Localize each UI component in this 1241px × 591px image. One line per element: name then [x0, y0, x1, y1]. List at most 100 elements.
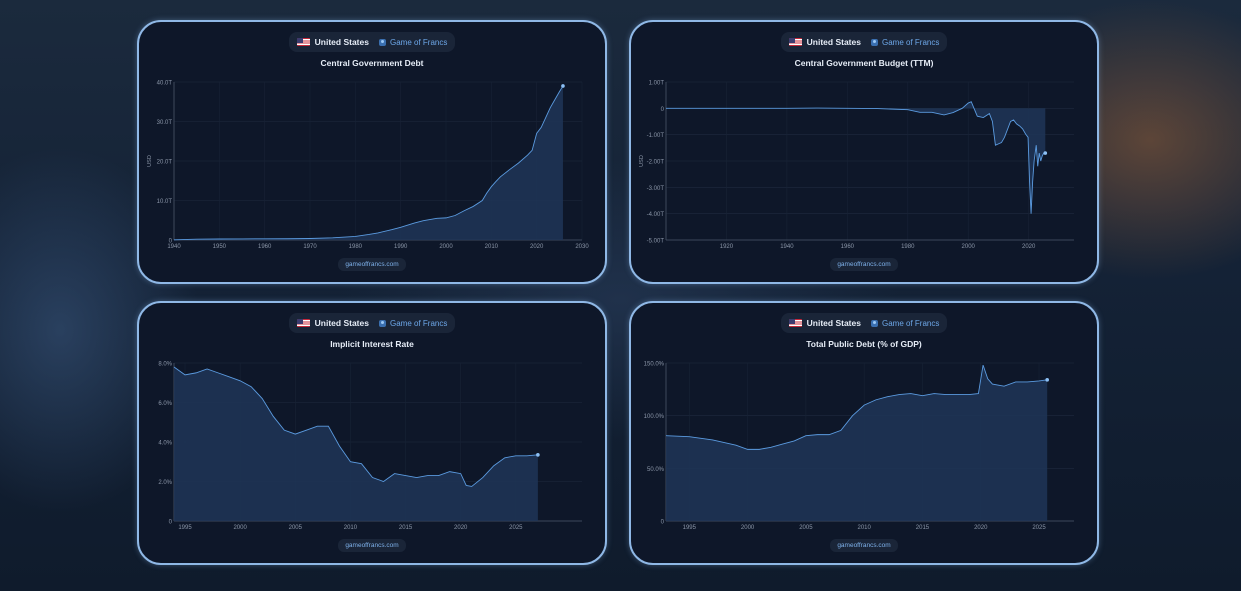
y-tick-label: 6.0% — [158, 401, 172, 407]
brand-label: Game of Francs — [389, 37, 448, 47]
chart-card-government-debt: United States Game of Francs Central Gov… — [137, 20, 607, 284]
last-point-marker[interactable] — [1045, 378, 1049, 382]
x-tick-label: 2000 — [233, 525, 247, 531]
x-tick-label: 2030 — [575, 244, 589, 250]
chart-title: Central Government Debt — [320, 58, 424, 68]
series-line — [665, 364, 1048, 450]
x-tick-label: 2015 — [399, 525, 413, 531]
brand-logo-icon — [870, 38, 878, 46]
country-selector[interactable]: United States — [788, 37, 861, 47]
brand-link[interactable]: Game of Francs — [870, 37, 940, 47]
y-tick-label: 30.0T — [157, 120, 173, 126]
x-tick-label: 2020 — [454, 525, 468, 531]
country-selector[interactable]: United States — [788, 318, 861, 328]
chart-card-government-budget: United States Game of Francs Central Gov… — [629, 20, 1099, 284]
x-tick-label: 1990 — [394, 244, 408, 250]
chart-card-interest-rate: United States Game of Francs Implicit In… — [137, 301, 607, 565]
y-tick-label: -2.00T — [647, 160, 665, 166]
footer-link[interactable]: gameoffrancs.com — [830, 539, 898, 552]
x-tick-label: 2025 — [1032, 525, 1046, 531]
y-tick-label: 1.00T — [649, 81, 665, 87]
last-point-marker[interactable] — [561, 84, 565, 88]
y-tick-label: 100.0% — [644, 414, 665, 420]
chart-plot: 1.00T 0 -1.00T -2.00T -3.00T -4.00T -5.00T 1920… — [639, 81, 1074, 250]
country-label: United States — [314, 37, 369, 47]
x-tick-label: 2005 — [289, 525, 303, 531]
brand-logo-icon — [378, 38, 386, 46]
chart-card-public-debt-gdp: United States Game of Francs Total Publi… — [629, 301, 1099, 565]
series-line — [173, 366, 538, 487]
y-tick-label: 0 — [661, 107, 665, 113]
country-selector[interactable]: United States — [296, 37, 369, 47]
x-tick-label: 1995 — [683, 525, 697, 531]
y-tick-label: 40.0T — [157, 81, 173, 87]
chart-plot: 0 10.0T 20.0T 30.0T 40.0T 1940 1950 1960 1970 198… — [147, 81, 589, 251]
y-tick-label: 0 — [661, 520, 665, 526]
brand-logo-icon — [378, 319, 386, 327]
series-area — [174, 366, 538, 521]
footer-link[interactable]: gameoffrancs.com — [338, 258, 406, 271]
source-pill[interactable]: United States Game of Francs — [780, 313, 948, 333]
x-tick-label: 2025 — [509, 525, 523, 531]
x-tick-label: 1995 — [178, 525, 192, 531]
x-tick-label: 2010 — [344, 525, 358, 531]
last-point-marker[interactable] — [1043, 151, 1048, 155]
x-tick-label: 2020 — [974, 525, 988, 531]
x-tick-label: 2000 — [741, 525, 755, 531]
footer-link[interactable]: gameoffrancs.com — [338, 539, 406, 552]
country-label: United States — [806, 318, 861, 328]
country-selector[interactable]: United States — [296, 318, 369, 328]
brand-label: Game of Francs — [881, 37, 940, 47]
y-tick-label: 20.0T — [157, 160, 173, 166]
x-tick-label: 2005 — [799, 525, 813, 531]
y-axis-label: USD — [147, 155, 153, 167]
us-flag-icon — [788, 38, 802, 46]
last-point-marker[interactable] — [536, 453, 540, 457]
source-pill[interactable]: United States Game of Francs — [288, 32, 456, 52]
x-tick-label: 1960 — [258, 244, 272, 250]
x-tick-label: 1940 — [167, 244, 181, 250]
footer-link[interactable]: gameoffrancs.com — [830, 258, 898, 271]
chart-title: Total Public Debt (% of GDP) — [806, 339, 922, 349]
y-tick-label: 8.0% — [158, 362, 172, 368]
x-tick-label: 1970 — [303, 244, 317, 250]
brand-link[interactable]: Game of Francs — [378, 318, 448, 328]
series-line — [173, 85, 564, 241]
x-tick-label: 1940 — [780, 244, 794, 250]
y-tick-label: 150.0% — [644, 362, 665, 368]
brand-label: Game of Francs — [881, 318, 940, 328]
x-tick-label: 2015 — [916, 525, 930, 531]
y-tick-label: -3.00T — [647, 186, 665, 192]
brand-logo-icon — [870, 319, 878, 327]
x-tick-label: 1950 — [213, 244, 227, 250]
y-tick-label: -1.00T — [647, 133, 665, 139]
x-tick-label: 1960 — [841, 244, 855, 250]
x-tick-label: 2010 — [485, 244, 499, 250]
x-tick-label: 1920 — [720, 244, 734, 250]
y-axis-label: USD — [639, 155, 645, 167]
y-tick-label: 0 — [169, 239, 173, 245]
x-tick-label: 2000 — [439, 244, 453, 250]
x-tick-label: 2010 — [857, 525, 871, 531]
x-tick-label: 2000 — [962, 244, 976, 250]
brand-link[interactable]: Game of Francs — [378, 37, 448, 47]
series-area — [666, 101, 1046, 214]
chart-title: Central Government Budget (TTM) — [794, 58, 934, 68]
x-tick-label: 1980 — [901, 244, 915, 250]
x-tick-label: 2020 — [1022, 244, 1036, 250]
y-tick-label: -5.00T — [647, 239, 665, 245]
us-flag-icon — [788, 319, 802, 327]
source-pill[interactable]: United States Game of Francs — [780, 32, 948, 52]
series-area — [666, 365, 1048, 521]
y-tick-label: 0 — [169, 520, 173, 526]
series-area — [174, 85, 563, 240]
country-label: United States — [314, 318, 369, 328]
y-tick-label: -4.00T — [647, 212, 665, 218]
brand-link[interactable]: Game of Francs — [870, 318, 940, 328]
series-line — [666, 101, 1046, 214]
brand-label: Game of Francs — [389, 318, 448, 328]
source-pill[interactable]: United States Game of Francs — [288, 313, 456, 333]
y-tick-label: 2.0% — [158, 480, 172, 486]
us-flag-icon — [296, 319, 310, 327]
x-tick-label: 2020 — [530, 244, 544, 250]
